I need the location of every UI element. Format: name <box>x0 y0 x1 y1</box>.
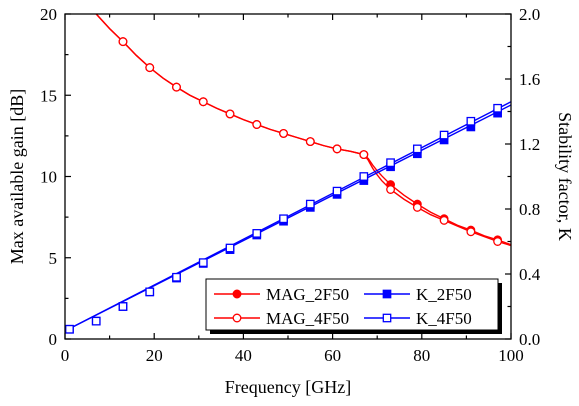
left-y-axis-title: Max available gain [dB] <box>7 89 27 264</box>
legend-marker-mag-2f50 <box>232 289 242 299</box>
point-k-4f50 <box>198 258 208 267</box>
x-tick-label: 40 <box>235 346 252 365</box>
point-k-4f50 <box>305 199 315 209</box>
point-k-4f50 <box>466 116 476 126</box>
point-k-4f50 <box>493 103 502 113</box>
axis-ticks <box>64 13 512 340</box>
point-k-4f50 <box>332 186 342 196</box>
point-mag-4f50 <box>466 227 476 237</box>
point-mag-4f50 <box>252 120 262 129</box>
y-left-tick-label: 10 <box>40 168 57 187</box>
axis-tick-labels: 0 20 40 60 80 100 0 5 10 15 20 0.0 0.4 0.8 1.2 1.6 2.0 <box>40 5 541 365</box>
y-left-tick-label: 20 <box>40 5 57 24</box>
legend: MAG_2F50 MAG_4F50 K_2F50 K_4F50 <box>205 278 502 334</box>
point-mag-4f50 <box>279 128 288 138</box>
point-mag-4f50 <box>305 137 315 147</box>
series-markers <box>65 37 503 334</box>
point-k-4f50 <box>412 144 422 154</box>
x-tick-label: 100 <box>498 346 524 365</box>
point-mag-4f50 <box>332 144 342 154</box>
point-mag-4f50 <box>412 202 422 212</box>
x-tick-label: 80 <box>413 346 430 365</box>
legend-item-k-2f50: K_2F50 <box>364 285 472 304</box>
y-right-tick-label: 0.0 <box>519 330 540 349</box>
point-k-4f50 <box>279 214 288 224</box>
legend-items: MAG_2F50 MAG_4F50 K_2F50 K_4F50 <box>214 285 472 328</box>
point-k-4f50 <box>145 287 155 297</box>
curve-k-4f50 <box>65 101 511 332</box>
point-mag-4f50 <box>225 109 235 119</box>
y-right-tick-label: 1.6 <box>519 70 540 89</box>
point-k-4f50 <box>172 272 181 282</box>
point-k-4f50 <box>91 316 101 326</box>
x-axis-title: Frequency [GHz] <box>225 377 351 397</box>
series-curves <box>65 14 511 332</box>
x-tick-label: 20 <box>146 346 163 365</box>
point-k-4f50 <box>225 243 235 253</box>
point-mag-4f50 <box>386 185 396 194</box>
legend-item-mag-2f50: MAG_2F50 <box>214 285 349 304</box>
x-tick-label: 60 <box>324 346 341 365</box>
point-mag-4f50 <box>145 63 155 73</box>
point-mag-4f50 <box>198 97 208 107</box>
y-left-tick-label: 0 <box>49 330 58 349</box>
point-mag-4f50 <box>439 215 449 225</box>
point-k-4f50 <box>118 302 128 311</box>
point-k-4f50 <box>439 130 449 140</box>
point-k-4f50 <box>252 229 262 238</box>
y-right-tick-label: 1.2 <box>519 135 540 154</box>
legend-label-mag-4f50: MAG_4F50 <box>266 309 349 328</box>
y-right-tick-label: 0.4 <box>519 265 541 284</box>
legend-label-k-2f50: K_2F50 <box>416 285 472 304</box>
legend-label-k-4f50: K_4F50 <box>416 309 472 328</box>
legend-item-mag-4f50: MAG_4F50 <box>214 309 349 328</box>
point-mag-4f50 <box>118 37 128 47</box>
point-mag-4f50 <box>172 82 181 92</box>
point-k-4f50 <box>359 172 369 181</box>
legend-label-mag-2f50: MAG_2F50 <box>266 285 349 304</box>
curve-mag-4f50 <box>95 14 511 247</box>
point-k-4f50 <box>386 158 395 168</box>
legend-marker-mag-4f50 <box>232 313 242 323</box>
legend-marker-k-2f50 <box>382 289 392 299</box>
legend-item-k-4f50: K_4F50 <box>364 309 472 328</box>
y-left-tick-label: 5 <box>49 249 58 268</box>
point-mag-4f50 <box>359 150 369 160</box>
point-mag-4f50 <box>493 237 503 246</box>
y-right-tick-label: 0.8 <box>519 200 540 219</box>
y-right-tick-label: 2.0 <box>519 5 540 24</box>
x-tick-label: 0 <box>61 346 70 365</box>
right-y-axis-title: Stability factor, K <box>555 112 575 241</box>
legend-marker-k-4f50 <box>382 313 392 323</box>
legend-box <box>205 278 499 331</box>
point-k-4f50 <box>65 324 74 334</box>
y-left-tick-label: 15 <box>40 86 57 105</box>
